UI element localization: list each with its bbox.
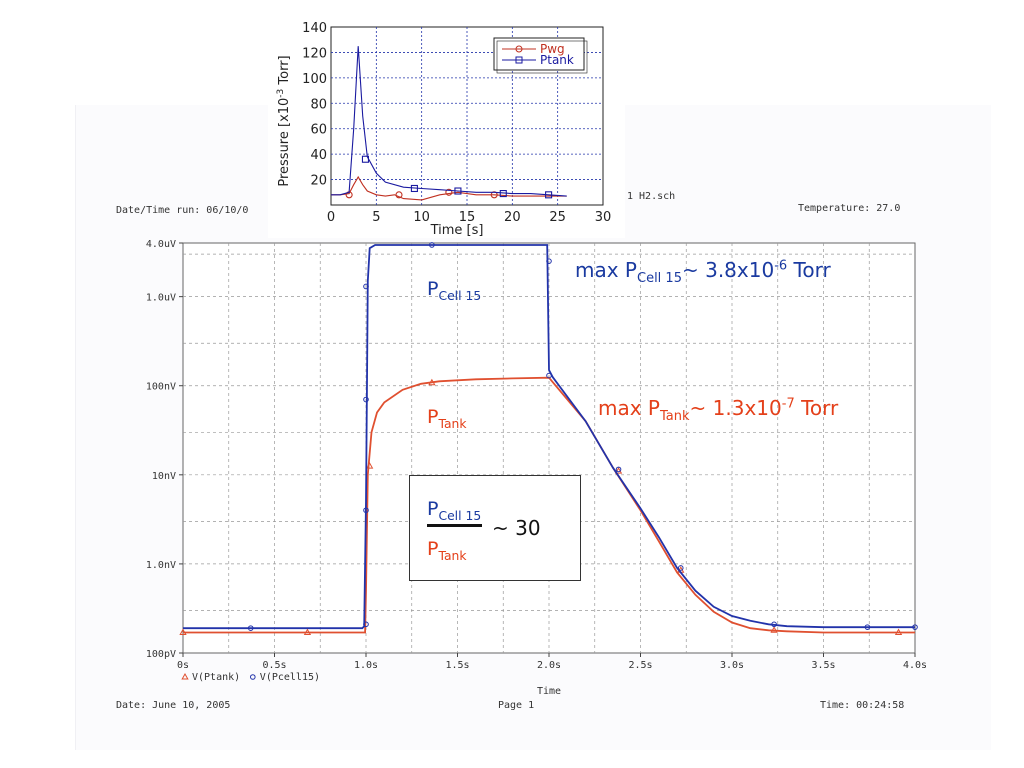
schematic-name: 1 H2.sch: [627, 191, 676, 202]
temperature: Temperature: 27.0: [798, 203, 901, 214]
inset-y-tick-label: 40: [310, 148, 327, 163]
inset-data-point-Ptank: [499, 190, 507, 198]
x-tick-label: 3.0s: [720, 660, 744, 671]
x-tick-label: 3.5s: [811, 660, 835, 671]
inset-x-tick-label: 0: [327, 210, 335, 225]
data-point-V(Ptank): [614, 467, 623, 474]
x-tick-label: 4.0s: [903, 660, 927, 671]
inset-legend-marker-Pwg: [515, 45, 523, 53]
ptank-label: PTank: [427, 406, 467, 431]
inset-data-point-Pwg: [395, 191, 403, 199]
inset-series-line-Ptank: [331, 46, 567, 197]
inset-x-tick-label: 25: [549, 210, 566, 225]
inset-data-point-Ptank: [410, 184, 418, 193]
inset-x-tick-label: 30: [595, 210, 612, 225]
ratio-denominator: PTank: [427, 538, 467, 563]
x-tick-label: 1.0s: [354, 660, 378, 671]
inset-data-point-Ptank: [454, 187, 462, 195]
legend-marker-V(Pcell15): [250, 674, 256, 680]
ratio-value: ~ 30: [492, 516, 541, 540]
data-point-V(Pcell15): [771, 621, 777, 628]
inset-series-line-Pwg: [331, 175, 567, 201]
data-point-V(Ptank): [303, 628, 312, 635]
inset-x-tick-label: 10: [413, 210, 430, 225]
data-point-V(Pcell15): [247, 625, 254, 631]
y-tick-label: 100pV: [146, 649, 176, 660]
data-point-V(Pcell15): [546, 372, 552, 379]
y-tick-label: 1.0nV: [146, 560, 176, 571]
inset-y-axis-label: Pressure [x10-3 Torr]: [276, 55, 292, 186]
inset-legend-entry-Ptank: Ptank: [540, 53, 574, 67]
inset-x-axis-label: Time [s]: [430, 223, 484, 238]
data-point-V(Pcell15): [363, 283, 369, 290]
footer-time: Time: 00:24:58: [820, 700, 905, 711]
legend-marker-V(Ptank): [181, 672, 189, 680]
inset-y-tick-label: 140: [302, 21, 327, 36]
y-tick-label: 4.0uV: [146, 239, 176, 250]
inset-legend-box: [493, 37, 585, 71]
data-point-V(Pcell15): [363, 507, 369, 514]
x-tick-label: 1.5s: [445, 660, 469, 671]
inset-data-point-Ptank: [545, 191, 553, 199]
date-time-run: Date/Time run: 06/10/0: [116, 205, 249, 216]
legend-entry-V(Ptank): V(Ptank): [192, 672, 240, 683]
inset-x-tick-label: 5: [372, 210, 380, 225]
inset-legend-marker-Ptank: [515, 56, 523, 64]
data-point-V(Ptank): [366, 462, 374, 469]
inset-y-tick-label: 100: [302, 72, 327, 87]
inset-data-point-Pwg: [445, 188, 453, 196]
data-point-V(Pcell15): [429, 242, 435, 248]
max-cell-annotation: max PCell 15~ 3.8x10-6 Torr: [575, 258, 831, 286]
data-point-V(Ptank): [894, 628, 903, 635]
inset-legend-entry-Pwg: Pwg: [540, 42, 565, 56]
inset-y-tick-label: 120: [302, 46, 327, 61]
data-point-V(Pcell15): [363, 396, 369, 403]
inset-chart: 0 5 10 15 20 25 30 20 40 60 80 100 120 140 Time [s] Pre…: [276, 21, 612, 238]
inset-x-tick-label: 20: [504, 210, 521, 225]
max-tank-annotation: max PTank~ 1.3x10-7 Torr: [598, 396, 839, 424]
inset-data-point-Ptank: [361, 155, 370, 163]
fraction-bar: [427, 524, 482, 527]
footer-page: Page 1: [498, 700, 535, 711]
data-point-V(Pcell15): [864, 624, 871, 630]
x-tick-label: 2.0s: [537, 660, 561, 671]
y-tick-label: 10nV: [152, 471, 176, 482]
y-tick-label: 100nV: [146, 382, 176, 393]
x-tick-label: 0s: [177, 660, 189, 671]
data-point-V(Pcell15): [546, 258, 552, 264]
data-point-V(Pcell15): [677, 565, 684, 571]
x-tick-label: 0.5s: [262, 660, 286, 671]
inset-y-tick-label: 20: [310, 174, 327, 189]
inset-x-tick-label: 15: [459, 210, 476, 225]
x-axis-label: Time: [537, 686, 561, 697]
data-point-V(Ptank): [770, 626, 778, 633]
data-point-V(Pcell15): [912, 624, 918, 630]
pcell-label: PCell 15: [427, 278, 482, 303]
data-point-V(Pcell15): [363, 621, 369, 628]
inset-y-tick-label: 60: [310, 123, 327, 138]
legend-entry-V(Pcell15): V(Pcell15): [260, 672, 320, 683]
ratio-numerator: PCell 15: [427, 498, 482, 523]
footer-date: Date: June 10, 2005: [116, 700, 231, 711]
data-point-V(Ptank): [428, 378, 436, 386]
inset-chart-panel: 0 5 10 15 20 25 30 20 40 60 80 100 120 140 Time [s] Pre…: [268, 0, 625, 238]
data-point-V(Pcell15): [615, 466, 622, 473]
x-tick-label: 2.5s: [628, 660, 652, 671]
y-tick-label: 1.0uV: [146, 293, 176, 304]
ratio-box: PCell 15 PTank ~ 30: [409, 475, 581, 581]
data-point-V(Ptank): [179, 628, 187, 635]
inset-y-tick-label: 80: [310, 97, 327, 112]
inset-legend-shadow: [496, 40, 588, 74]
